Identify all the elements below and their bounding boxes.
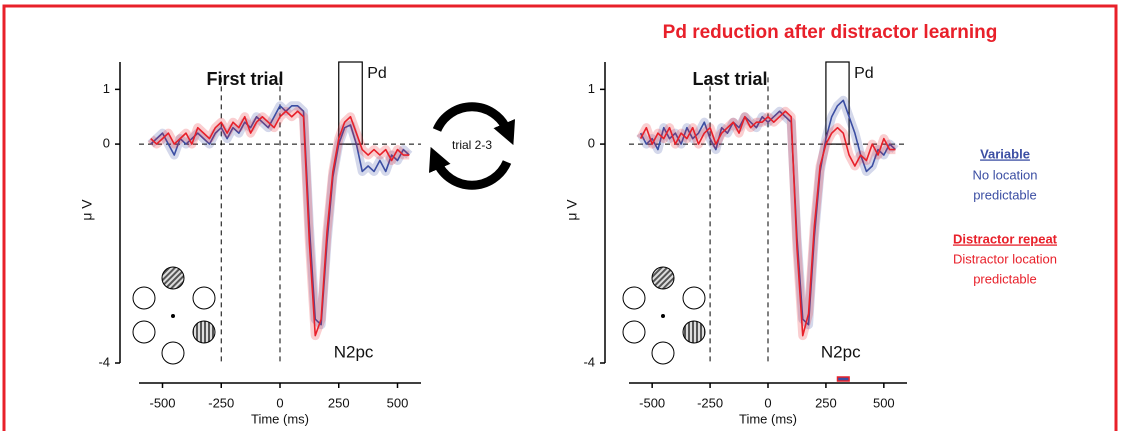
y-axis-label: μ V <box>79 199 95 221</box>
stimulus <box>132 320 156 344</box>
pd-label: Pd <box>367 65 387 82</box>
x-tick-label: 500 <box>387 395 409 410</box>
search-display <box>132 266 216 365</box>
stimulus <box>682 320 706 344</box>
x-tick-label: -250 <box>208 395 234 410</box>
series-line <box>150 110 410 337</box>
fixation <box>661 314 665 318</box>
x-tick-label: -500 <box>639 395 665 410</box>
panel-title: First trial <box>206 69 283 89</box>
legend-note: Distractor location <box>953 251 1057 266</box>
panel-title: Last trial <box>692 69 767 89</box>
frame <box>2 4 1118 431</box>
significance-bar <box>836 376 850 382</box>
peak-label: N2pc <box>334 342 374 361</box>
fixation <box>171 314 175 318</box>
cycle-arrow: trial 2-3 <box>428 102 516 190</box>
stimulus <box>651 341 675 365</box>
x-tick-label: -500 <box>149 395 175 410</box>
x-axis-label: Time (ms) <box>251 411 309 426</box>
stimulus <box>651 266 675 290</box>
x-tick-label: 250 <box>815 395 837 410</box>
x-tick-label: 500 <box>873 395 895 410</box>
stimulus <box>622 320 646 344</box>
stimulus <box>192 320 216 344</box>
x-tick-label: 250 <box>328 395 350 410</box>
search-display <box>622 266 706 365</box>
stimulus <box>161 341 185 365</box>
y-tick-label: -4 <box>98 354 110 369</box>
pd-label: Pd <box>854 65 874 82</box>
stimulus <box>622 286 646 310</box>
cycle-label: trial 2-3 <box>452 138 492 152</box>
peak-label: N2pc <box>821 342 861 361</box>
legend: Variable No location predictable Distrac… <box>953 146 1058 286</box>
series-line <box>639 110 896 337</box>
y-tick-label: 1 <box>103 81 110 96</box>
x-tick-label: 0 <box>764 395 771 410</box>
legend-note: No location <box>972 167 1037 182</box>
figure-title: Pd reduction after distractor learning <box>663 22 998 43</box>
y-tick-label: 1 <box>588 81 595 96</box>
x-tick-label: -250 <box>697 395 723 410</box>
series-line <box>639 99 896 326</box>
x-axis-label: Time (ms) <box>739 411 797 426</box>
x-tick-label: 0 <box>276 395 283 410</box>
pd-window <box>338 61 363 145</box>
legend-label: Variable <box>980 146 1030 161</box>
legend-note: predictable <box>973 187 1037 202</box>
stimulus <box>192 286 216 310</box>
stimulus <box>132 286 156 310</box>
y-tick-label: 0 <box>588 136 595 151</box>
y-tick-label: -4 <box>583 354 595 369</box>
legend-label: Distractor repeat <box>953 231 1058 246</box>
y-axis-label: μ V <box>564 199 580 221</box>
y-tick-label: 0 <box>103 136 110 151</box>
stimulus <box>161 266 185 290</box>
pd-window <box>825 61 850 145</box>
legend-note: predictable <box>973 271 1037 286</box>
stimulus <box>682 286 706 310</box>
